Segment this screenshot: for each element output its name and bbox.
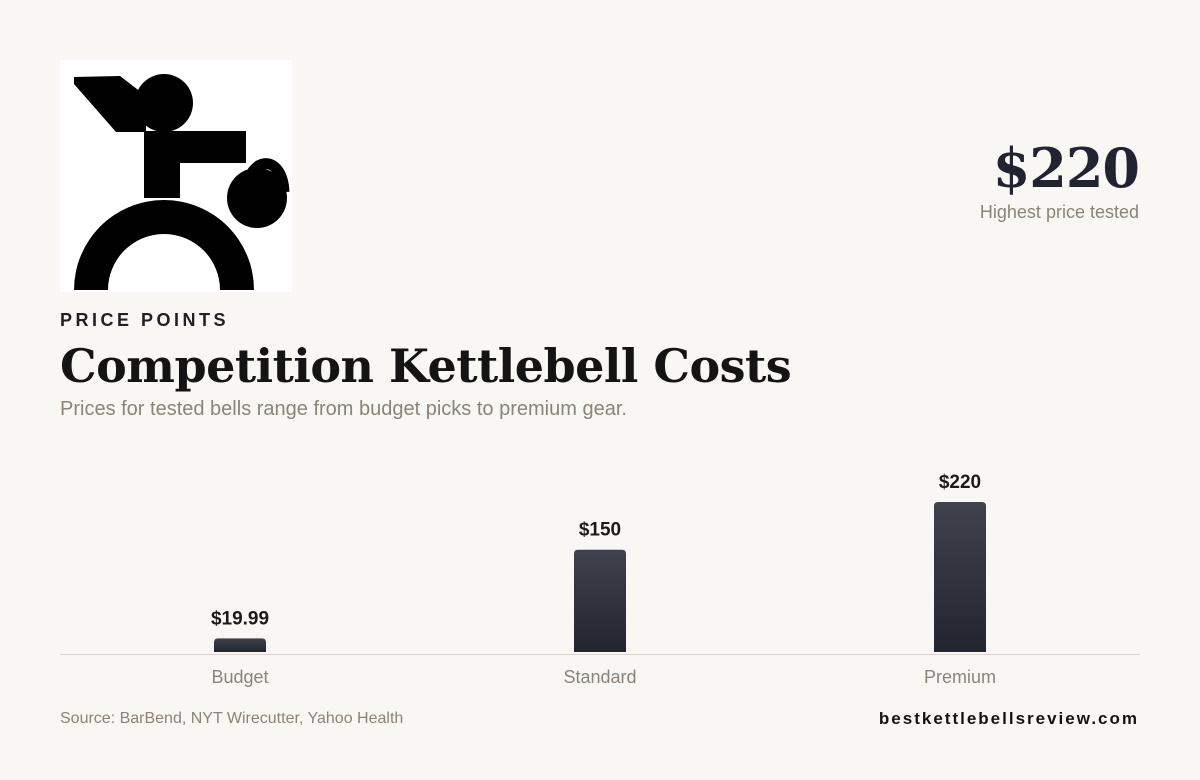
tick-label-standard: Standard (563, 667, 636, 687)
bars-group: $19.99 Budget $150 Standard $220 Premium (211, 472, 996, 687)
data-label-standard: $150 (579, 520, 621, 541)
stat-value: $220 (992, 136, 1140, 200)
data-label-budget: $19.99 (211, 608, 269, 629)
stat-label: Highest price tested (979, 202, 1139, 222)
price-bar-chart: $19.99 Budget $150 Standard $220 Premium (60, 472, 1140, 687)
kettlebell-lifter-icon (74, 74, 290, 290)
tick-label-premium: Premium (924, 667, 996, 687)
bar-budget (214, 638, 266, 652)
chart-title: Competition Kettlebell Costs (60, 339, 792, 393)
highest-price-stat: $220 Highest price tested (979, 136, 1140, 223)
tick-label-budget: Budget (211, 667, 268, 687)
bar-premium (934, 502, 986, 652)
eyebrow-label: PRICE POINTS (60, 310, 230, 330)
bar-standard (574, 549, 626, 652)
chart-subtitle: Prices for tested bells range from budge… (60, 398, 627, 420)
logo (60, 60, 292, 292)
source-note: Source: BarBend, NYT Wirecutter, Yahoo H… (60, 710, 404, 727)
data-label-premium: $220 (939, 472, 981, 493)
site-url: bestkettlebellsreview.com (878, 709, 1139, 728)
